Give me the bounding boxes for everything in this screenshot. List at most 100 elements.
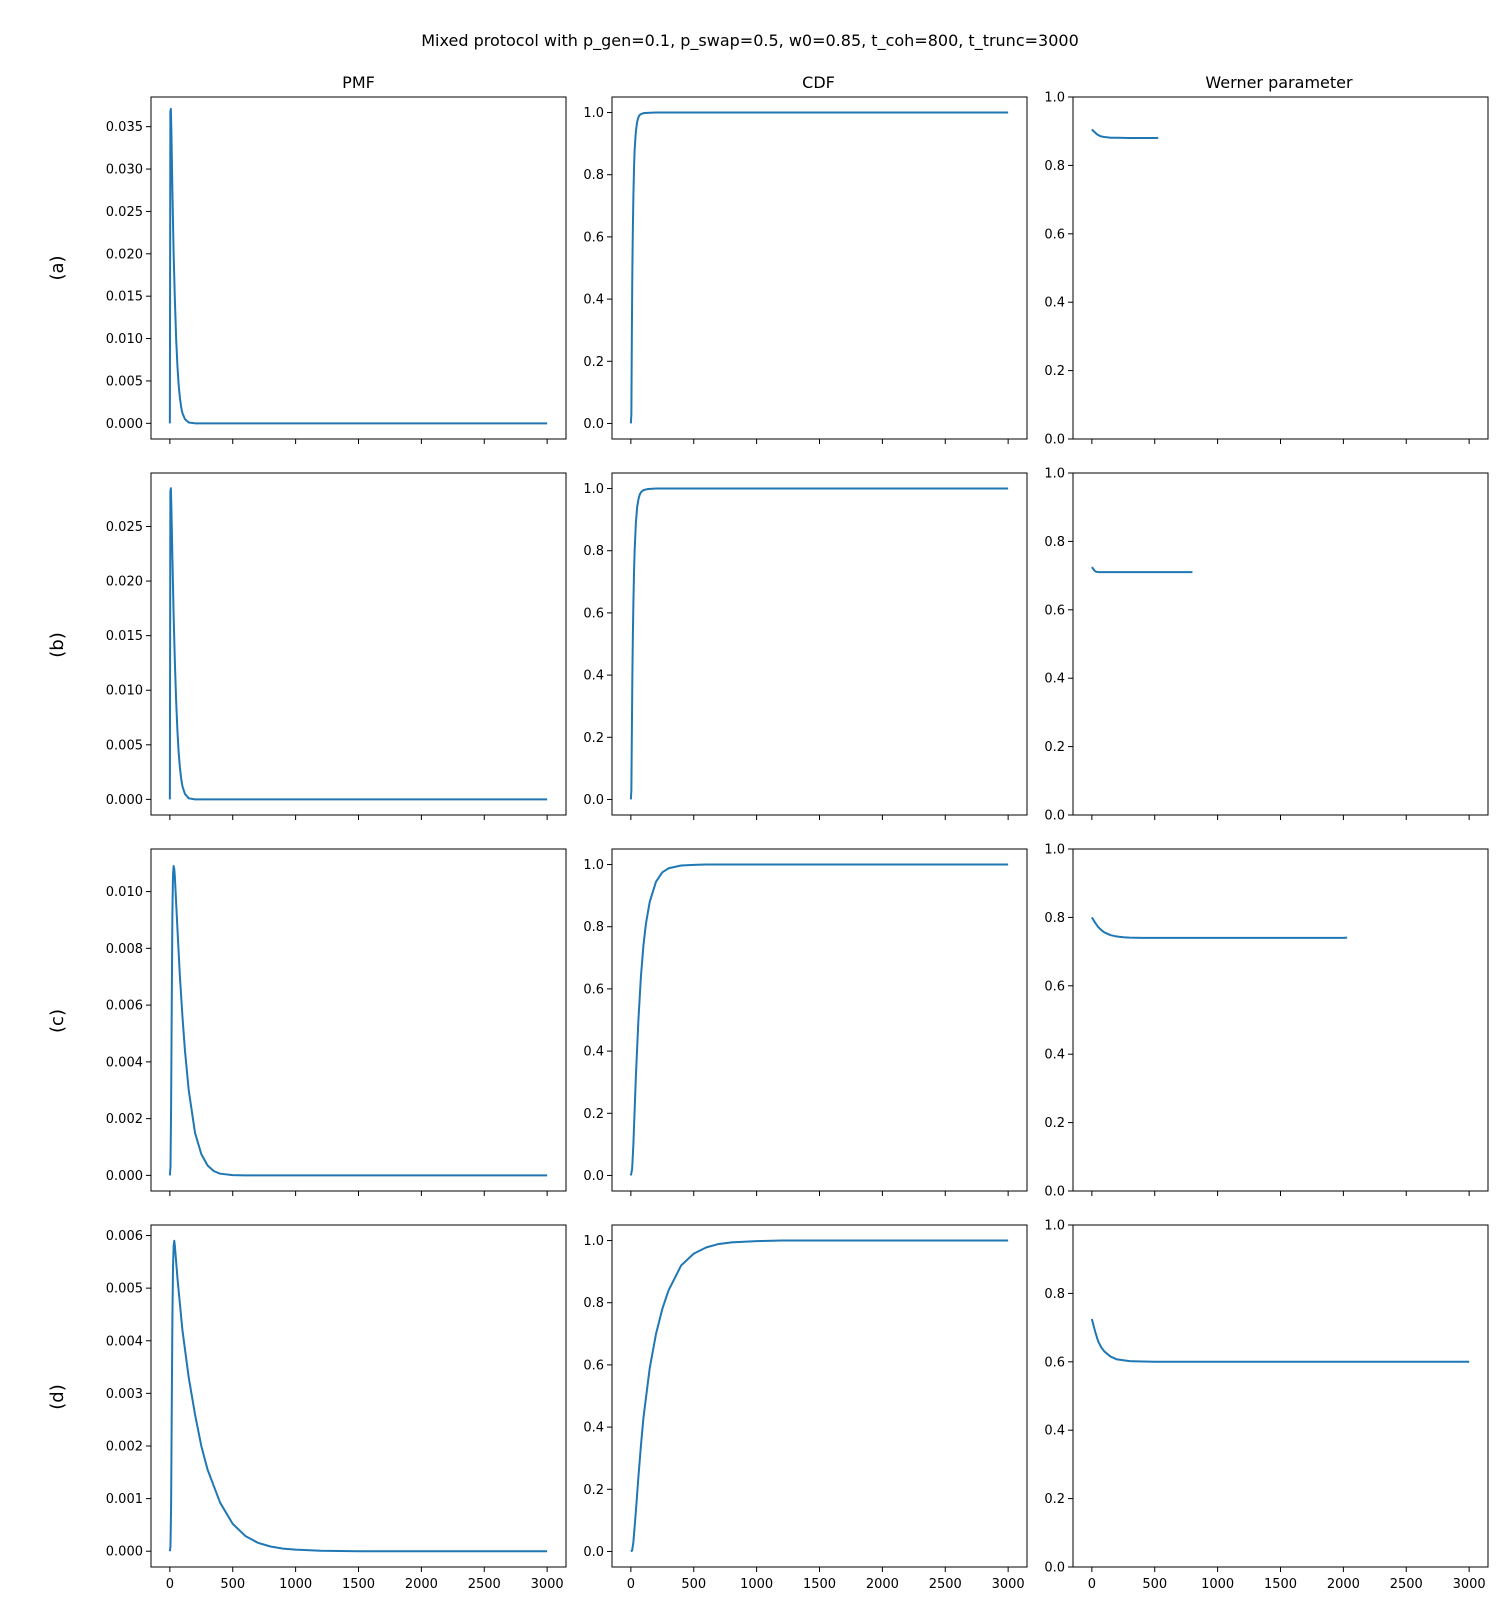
x-tick-label: 3000 — [992, 1577, 1025, 1592]
axes-frame-b-pmf — [150, 472, 567, 816]
x-tick-label: 1500 — [342, 1577, 375, 1592]
column-title-cdf: CDF — [802, 73, 835, 92]
x-tick-label: 500 — [1142, 1577, 1167, 1592]
x-tick-label: 500 — [220, 1577, 245, 1592]
werner-line-c — [1091, 916, 1348, 939]
y-tick-label: 0.6 — [583, 606, 604, 621]
axes-frame-d-pmf — [150, 1224, 567, 1568]
y-tick-label: 0.8 — [1044, 911, 1065, 926]
panel-b-werner: 0.0 0.2 0.4 0.6 0.8 1.0 — [1044, 467, 1489, 824]
row-label-a: (a) — [47, 255, 68, 280]
y-tick-label: 0.000 — [106, 417, 143, 432]
pmf-line-b — [168, 487, 548, 801]
y-tick-label: 0.010 — [106, 332, 143, 347]
y-tick-label: 0.4 — [1044, 1048, 1065, 1063]
panel-b-cdf: 0.0 0.2 0.4 0.6 0.8 1.0 — [583, 472, 1028, 820]
row-label-b: (b) — [47, 632, 68, 657]
y-tick-label: 0.010 — [106, 885, 143, 900]
x-tick-label: 0 — [166, 1577, 174, 1592]
y-tick-label: 0.4 — [1044, 296, 1065, 311]
y-tick-label: 0.005 — [106, 374, 143, 389]
panel-b-pmf: 0.000 0.005 0.010 0.015 0.020 0.025 — [106, 472, 567, 820]
y-tick-label: 0.4 — [583, 669, 604, 684]
y-tick-label: 0.2 — [1044, 740, 1065, 755]
row-label-c: (c) — [47, 1009, 68, 1033]
axes-frame-a-werner — [1072, 96, 1489, 440]
y-tick-label: 1.0 — [1044, 91, 1065, 106]
y-tick-label: 0.004 — [106, 1334, 143, 1349]
y-tick-label: 0.6 — [583, 982, 604, 997]
y-tick-label: 0.2 — [583, 731, 604, 746]
y-tick-label: 0.2 — [583, 1107, 604, 1122]
y-tick-label: 0.0 — [1044, 1561, 1065, 1576]
y-tick-label: 1.0 — [583, 106, 604, 121]
y-tick-label: 0.035 — [106, 120, 143, 135]
werner-line-b — [1091, 566, 1193, 574]
y-tick-label: 0.000 — [106, 1169, 143, 1184]
x-tick-label: 500 — [681, 1577, 706, 1592]
y-tick-label: 0.0 — [583, 1169, 604, 1184]
y-tick-label: 0.001 — [106, 1492, 143, 1507]
y-tick-label: 0.005 — [106, 738, 143, 753]
axes-frame-a-cdf — [611, 96, 1028, 440]
y-tick-label: 0.0 — [583, 417, 604, 432]
y-tick-label: 0.4 — [1044, 672, 1065, 687]
y-tick-label: 0.6 — [583, 230, 604, 245]
y-tick-label: 0.000 — [106, 1545, 143, 1560]
y-tick-label: 0.020 — [106, 575, 143, 590]
axes-frame-c-cdf — [611, 848, 1028, 1192]
x-tick-label: 1500 — [1264, 1577, 1297, 1592]
axes-frame-b-werner — [1072, 472, 1489, 816]
axes-frame-a-pmf — [150, 96, 567, 440]
y-tick-label: 0.8 — [583, 544, 604, 559]
y-tick-label: 0.2 — [1044, 1116, 1065, 1131]
y-tick-label: 0.004 — [106, 1055, 143, 1070]
y-tick-label: 0.025 — [106, 205, 143, 220]
y-tick-label: 0.003 — [106, 1387, 143, 1402]
y-tick-label: 1.0 — [583, 1234, 604, 1249]
y-tick-label: 1.0 — [1044, 1219, 1065, 1234]
y-tick-label: 0.0 — [1044, 433, 1065, 448]
y-tick-label: 0.0 — [583, 1545, 604, 1560]
x-tick-label: 1000 — [1201, 1577, 1234, 1592]
y-tick-label: 0.8 — [1044, 535, 1065, 550]
y-tick-label: 0.4 — [583, 1421, 604, 1436]
y-tick-label: 0.015 — [106, 629, 143, 644]
y-tick-label: 0.6 — [583, 1358, 604, 1373]
cdf-line-a — [629, 111, 1009, 424]
y-tick-label: 1.0 — [583, 858, 604, 873]
y-tick-label: 0.8 — [583, 920, 604, 935]
x-tick-label: 1000 — [279, 1577, 312, 1592]
y-tick-label: 0.030 — [106, 163, 143, 178]
y-tick-label: 0.006 — [106, 1229, 143, 1244]
pmf-line-d — [168, 1239, 548, 1553]
x-tick-label: 2000 — [866, 1577, 899, 1592]
y-tick-label: 0.005 — [106, 1282, 143, 1297]
y-tick-label: 1.0 — [1044, 843, 1065, 858]
pmf-line-c — [168, 865, 548, 1177]
werner-line-a — [1091, 128, 1159, 140]
y-tick-label: 0.4 — [583, 293, 604, 308]
y-tick-label: 0.002 — [106, 1439, 143, 1454]
y-tick-label: 0.2 — [583, 355, 604, 370]
y-tick-label: 0.006 — [106, 999, 143, 1014]
panel-d-cdf: 0.0 0.2 0.4 0.6 0.8 1.0 0 500 1000 1500 2000 2500 30… — [583, 1224, 1028, 1592]
row-label-d: (d) — [47, 1384, 68, 1409]
x-tick-label: 3000 — [1453, 1577, 1486, 1592]
x-tick-label: 1500 — [803, 1577, 836, 1592]
y-tick-label: 0.025 — [106, 520, 143, 535]
subplot-grid: 0.000 0.005 0.010 0.015 0.020 0.025 0.030 0.035… — [106, 91, 1489, 1592]
y-tick-label: 0.000 — [106, 793, 143, 808]
x-tick-label: 2000 — [405, 1577, 438, 1592]
panel-a-pmf: 0.000 0.005 0.010 0.015 0.020 0.025 0.030 0.035 — [106, 96, 567, 444]
y-tick-label: 0.6 — [1044, 227, 1065, 242]
x-tick-label: 1000 — [740, 1577, 773, 1592]
y-tick-label: 0.6 — [1044, 979, 1065, 994]
x-tick-label: 2500 — [1390, 1577, 1423, 1592]
panel-c-cdf: 0.0 0.2 0.4 0.6 0.8 1.0 — [583, 848, 1028, 1196]
panel-a-werner: 0.0 0.2 0.4 0.6 0.8 1.0 — [1044, 91, 1489, 448]
axes-frame-c-pmf — [150, 848, 567, 1192]
y-tick-label: 1.0 — [1044, 467, 1065, 482]
column-title-werner: Werner parameter — [1205, 73, 1353, 92]
